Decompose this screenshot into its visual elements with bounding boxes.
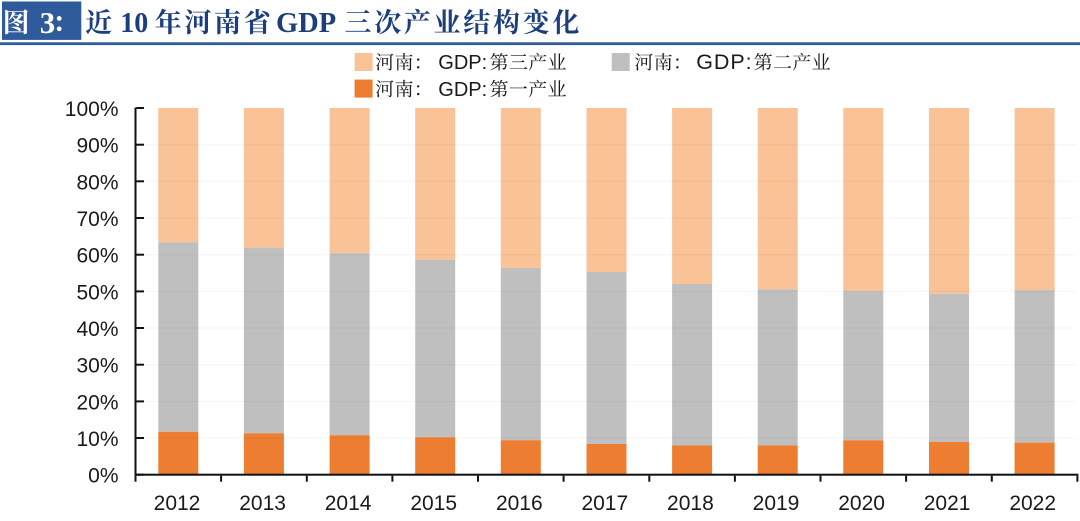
svg-text:2015: 2015 <box>410 492 457 515</box>
svg-text:2014: 2014 <box>325 492 372 515</box>
svg-text:100%: 100% <box>65 98 119 121</box>
svg-text:GDP:: GDP: <box>438 79 487 101</box>
svg-text:GDP:: GDP: <box>438 52 487 74</box>
svg-text:GDP: GDP <box>276 8 336 39</box>
svg-text:90%: 90% <box>76 135 118 158</box>
svg-text:3: 3 <box>40 5 56 40</box>
svg-text:20%: 20% <box>76 391 118 414</box>
svg-text:2016: 2016 <box>496 492 543 515</box>
svg-text:10: 10 <box>120 8 148 39</box>
svg-text:10%: 10% <box>76 428 118 451</box>
svg-text:2019: 2019 <box>753 492 800 515</box>
svg-text:2021: 2021 <box>924 492 971 515</box>
svg-text:2017: 2017 <box>581 492 628 515</box>
svg-text:80%: 80% <box>76 171 118 194</box>
svg-text:2012: 2012 <box>154 492 201 515</box>
svg-text:70%: 70% <box>76 208 118 231</box>
svg-text:0%: 0% <box>88 465 118 488</box>
svg-text:2013: 2013 <box>239 492 286 515</box>
svg-text:50%: 50% <box>76 281 118 304</box>
svg-text:30%: 30% <box>76 355 118 378</box>
svg-text:60%: 60% <box>76 245 118 268</box>
svg-text:2022: 2022 <box>1009 492 1056 515</box>
svg-text:2018: 2018 <box>667 492 714 515</box>
svg-text:GDP:: GDP: <box>696 50 752 74</box>
svg-text:40%: 40% <box>76 318 118 341</box>
svg-text:2020: 2020 <box>838 492 885 515</box>
